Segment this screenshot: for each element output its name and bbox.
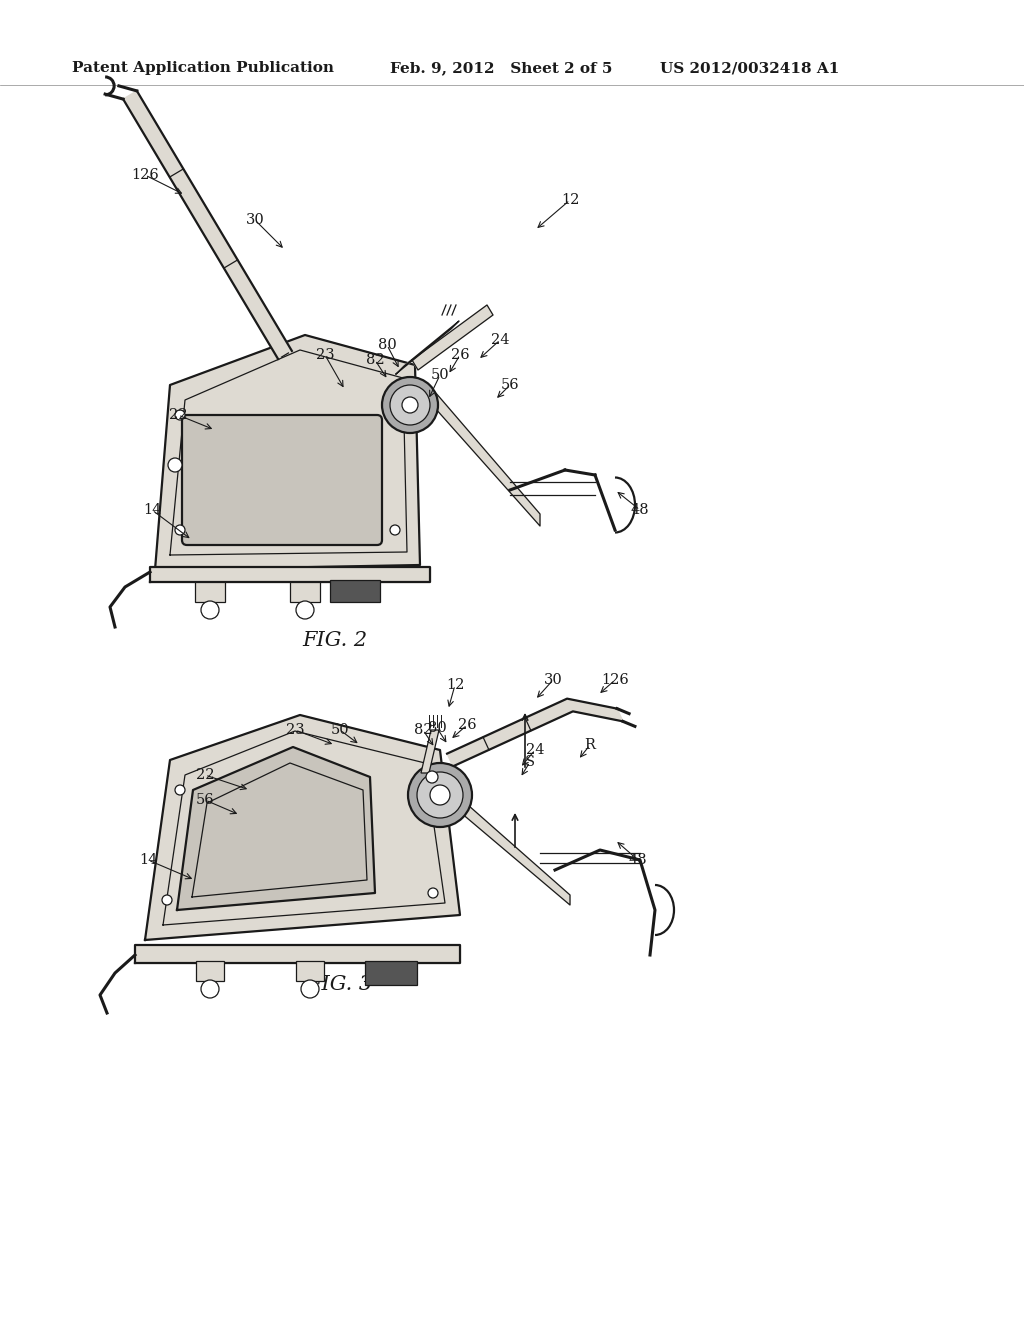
Circle shape <box>301 979 319 998</box>
Circle shape <box>428 888 438 898</box>
FancyBboxPatch shape <box>182 414 382 545</box>
Circle shape <box>402 397 418 413</box>
Polygon shape <box>396 321 459 374</box>
Circle shape <box>390 385 430 425</box>
Text: Patent Application Publication: Patent Application Publication <box>72 61 334 75</box>
Circle shape <box>428 781 438 792</box>
Text: 126: 126 <box>131 168 159 182</box>
Text: 23: 23 <box>315 348 334 362</box>
Text: 24: 24 <box>525 743 544 756</box>
Circle shape <box>201 601 219 619</box>
Text: FIG. 3: FIG. 3 <box>307 975 373 994</box>
Text: 22: 22 <box>196 768 214 781</box>
Text: 82: 82 <box>414 723 432 737</box>
Polygon shape <box>296 961 324 981</box>
Circle shape <box>175 785 185 795</box>
Polygon shape <box>460 799 570 906</box>
FancyBboxPatch shape <box>330 579 380 602</box>
Polygon shape <box>123 91 292 359</box>
Text: FIG. 2: FIG. 2 <box>302 631 368 649</box>
Text: 14: 14 <box>139 853 158 867</box>
Circle shape <box>408 763 472 828</box>
Text: 23: 23 <box>286 723 304 737</box>
Text: 22: 22 <box>169 408 187 422</box>
Polygon shape <box>290 582 319 602</box>
Text: 12: 12 <box>445 678 464 692</box>
Text: 56: 56 <box>196 793 214 807</box>
Text: 48: 48 <box>629 853 647 867</box>
Text: 12: 12 <box>561 193 580 207</box>
Text: 80: 80 <box>428 721 446 735</box>
Text: 80: 80 <box>378 338 396 352</box>
Circle shape <box>175 525 185 535</box>
Text: 30: 30 <box>544 673 562 686</box>
Text: 30: 30 <box>246 213 264 227</box>
Text: 82: 82 <box>366 352 384 367</box>
Circle shape <box>390 525 400 535</box>
FancyBboxPatch shape <box>365 961 417 985</box>
Text: US 2012/0032418 A1: US 2012/0032418 A1 <box>660 61 840 75</box>
Circle shape <box>162 895 172 906</box>
Circle shape <box>168 458 182 473</box>
Text: 126: 126 <box>601 673 629 686</box>
Circle shape <box>417 772 463 818</box>
Text: S: S <box>525 755 536 770</box>
Polygon shape <box>195 582 225 602</box>
Polygon shape <box>155 335 420 570</box>
Polygon shape <box>150 568 430 582</box>
Circle shape <box>175 411 185 420</box>
Text: 56: 56 <box>501 378 519 392</box>
Polygon shape <box>421 730 439 774</box>
Text: Feb. 9, 2012   Sheet 2 of 5: Feb. 9, 2012 Sheet 2 of 5 <box>390 61 612 75</box>
Text: 50: 50 <box>331 723 349 737</box>
Circle shape <box>382 378 438 433</box>
Text: 14: 14 <box>142 503 161 517</box>
Polygon shape <box>177 747 375 909</box>
Polygon shape <box>447 698 623 767</box>
Polygon shape <box>145 715 460 940</box>
Text: 50: 50 <box>431 368 450 381</box>
Text: 24: 24 <box>490 333 509 347</box>
Polygon shape <box>412 305 493 370</box>
Polygon shape <box>135 945 460 964</box>
Circle shape <box>296 601 314 619</box>
Text: 26: 26 <box>451 348 469 362</box>
Circle shape <box>430 785 450 805</box>
Polygon shape <box>196 961 224 981</box>
Text: 48: 48 <box>631 503 649 517</box>
Polygon shape <box>435 392 540 525</box>
Text: R: R <box>585 738 595 752</box>
Circle shape <box>426 771 438 783</box>
Circle shape <box>390 411 400 420</box>
Text: 26: 26 <box>458 718 476 733</box>
Circle shape <box>201 979 219 998</box>
